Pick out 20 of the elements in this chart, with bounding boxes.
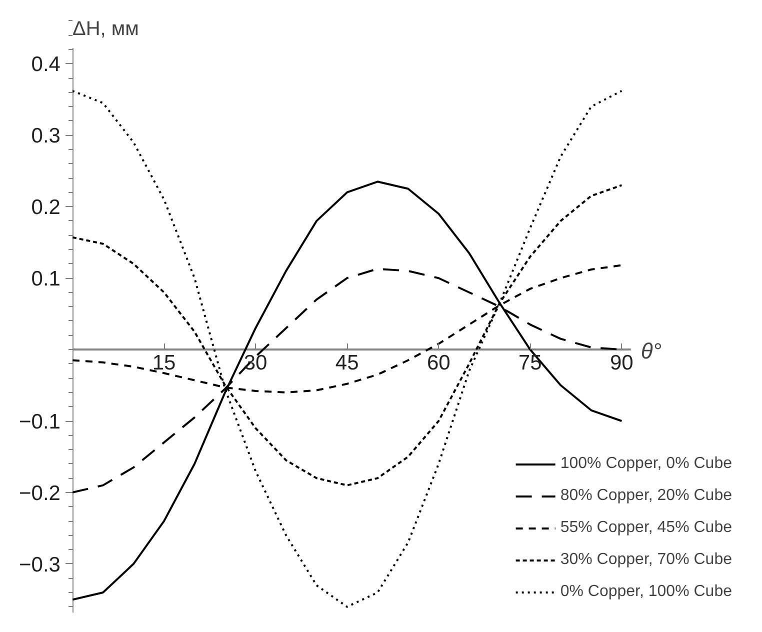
legend-label: 30% Copper, 70% Cube xyxy=(560,551,732,569)
x-tick-label: 75 xyxy=(518,352,542,375)
y-axis-title: ΔH, мм xyxy=(72,18,139,40)
x-tick-label: 30 xyxy=(244,352,268,375)
legend-label: 100% Copper, 0% Cube xyxy=(560,455,732,473)
x-axis-title: θ° xyxy=(640,338,662,364)
legend-label: 80% Copper, 20% Cube xyxy=(560,487,732,505)
y-tick-label: 0.3 xyxy=(31,124,61,148)
y-tick-label: 0.2 xyxy=(31,196,61,220)
y-tick-label: 0.1 xyxy=(31,268,61,291)
legend-label: 55% Copper, 45% Cube xyxy=(560,519,732,537)
x-tick-label: 60 xyxy=(426,352,450,375)
x-tick-label: 90 xyxy=(610,352,634,375)
y-tick-label: 0.4 xyxy=(31,53,61,76)
x-tick-label: 15 xyxy=(152,352,176,375)
y-tick-label: −0.1 xyxy=(19,410,61,434)
y-tick-label: −0.3 xyxy=(19,553,61,576)
y-tick-label: −0.2 xyxy=(19,482,61,505)
x-tick-label: 45 xyxy=(335,352,359,375)
legend-label: 0% Copper, 100% Cube xyxy=(560,583,732,601)
